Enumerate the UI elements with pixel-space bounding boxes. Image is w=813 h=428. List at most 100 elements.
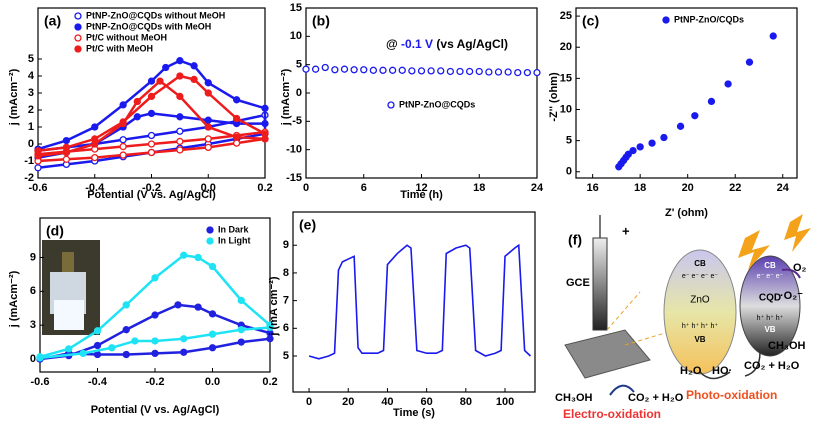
- panel-label: (f): [568, 232, 582, 248]
- y-axis-label: j (mAcm⁻²): [8, 68, 20, 126]
- data-point: [340, 65, 349, 73]
- data-point: [208, 262, 217, 271]
- panel-label: (b): [312, 13, 330, 29]
- data-point: [122, 326, 130, 334]
- electrons: e⁻ e⁻ e⁻: [757, 273, 784, 280]
- inset-photo: [42, 240, 100, 335]
- y-tick-label: 5: [283, 350, 289, 362]
- y-tick-label: 9: [283, 239, 289, 251]
- data-point: [133, 97, 141, 106]
- legend-label: Pt/C with MeOH: [86, 43, 153, 53]
- x-tick-label: 12: [415, 182, 427, 194]
- data-point: [162, 63, 170, 72]
- y-tick-label: 0: [28, 138, 34, 150]
- y-tick-label: 0: [566, 166, 572, 178]
- data-point: [379, 66, 387, 74]
- x-tick-label: 0.2: [257, 182, 272, 194]
- y-tick-label: -15: [286, 172, 302, 184]
- data-point: [204, 143, 212, 152]
- legend-marker: [74, 34, 82, 42]
- data-point: [147, 140, 156, 148]
- data-point: [388, 66, 397, 74]
- process-label: Electro-oxidation: [563, 407, 661, 421]
- x-tick-label: 22: [729, 182, 741, 194]
- legend-marker: [387, 101, 395, 109]
- data-point: [208, 330, 217, 338]
- superoxide: ·O₂⁻: [780, 290, 803, 302]
- data-point: [93, 350, 102, 359]
- diagram-text: (f) GCE + CH₃OH CO₂ + H₂O Electro-oxidat…: [555, 223, 807, 421]
- data-point: [446, 67, 455, 76]
- data-point: [514, 68, 522, 77]
- legend-label: In Dark: [218, 224, 250, 234]
- data-point: [36, 354, 44, 362]
- data-point: [232, 96, 241, 104]
- data-point: [91, 153, 99, 162]
- data-point: [237, 338, 245, 346]
- data-point: [204, 89, 212, 97]
- x-tick-label: -0.2: [142, 182, 161, 194]
- data-point: [261, 135, 269, 143]
- material: CQD: [759, 293, 781, 304]
- data-point: [151, 337, 159, 345]
- y-tick-label: 5: [296, 59, 302, 71]
- x-tick-label: 18: [473, 182, 485, 194]
- data-point: [261, 119, 269, 128]
- y-tick-label: 3: [28, 87, 34, 99]
- data-point: [131, 337, 139, 345]
- y-tick-label: 8: [283, 267, 289, 279]
- x-tick-label: 80: [460, 396, 472, 408]
- x-tick-label: 20: [682, 182, 694, 194]
- data-point: [79, 349, 87, 358]
- x-tick-label: 60: [421, 396, 433, 408]
- data-point: [208, 310, 217, 318]
- x-tick-label: -0.2: [146, 376, 165, 388]
- data-point: [147, 92, 156, 101]
- data-point: [360, 66, 368, 74]
- legend-label: PtNP-ZnO@CQDs without MeOH: [86, 10, 225, 20]
- y-axis-label: -Z'' (ohm): [548, 72, 560, 122]
- data-point: [176, 146, 184, 154]
- x-tick-label: 40: [381, 396, 393, 408]
- legend-marker: [74, 23, 82, 31]
- band-label: VB: [694, 335, 705, 344]
- x-tick-label: 24: [777, 182, 790, 194]
- y-tick-label: 7: [283, 295, 289, 307]
- data-point: [232, 114, 241, 123]
- data-point: [745, 58, 754, 66]
- legend-label: PtNP-ZnO/CQDs: [674, 14, 744, 24]
- data-point: [176, 57, 184, 65]
- y-axis-label: j (mAcm⁻²): [280, 68, 292, 126]
- data-point: [176, 72, 184, 80]
- x-axis-label: Z' (ohm): [665, 207, 708, 219]
- x-tick-label: -0.4: [85, 182, 105, 194]
- data-point: [494, 68, 503, 76]
- data-point: [232, 139, 241, 147]
- polarity: +: [622, 223, 630, 238]
- x-axis-label: Potential (V vs. Ag/AgCl): [87, 189, 216, 201]
- data-point: [261, 104, 269, 112]
- x-axis-label: Time (s): [393, 407, 435, 419]
- data-point: [204, 123, 212, 131]
- panel-label: (a): [44, 13, 61, 29]
- electrons: e⁻ e⁻ e⁻ e⁻: [682, 273, 718, 280]
- panel-label: (d): [46, 223, 64, 239]
- legend-label: Pt/C without MeOH: [86, 32, 167, 42]
- band-label: VB: [764, 325, 775, 334]
- data-point: [691, 112, 699, 120]
- data-point: [119, 119, 127, 128]
- data-point: [456, 67, 464, 76]
- plot-frame: [575, 7, 798, 179]
- data-point: [151, 311, 159, 319]
- y-tick-label: -10: [286, 144, 302, 156]
- y-tick-label: -1: [24, 155, 34, 167]
- data-point: [331, 66, 339, 74]
- data-point: [176, 127, 184, 135]
- oxygen: O₂: [793, 262, 807, 274]
- data-point: [676, 122, 685, 130]
- y-tick-label: 5: [28, 53, 34, 65]
- y-tick-label: 4: [28, 70, 35, 82]
- data-point: [624, 150, 632, 158]
- product: CO₂ + H₂O: [628, 392, 684, 404]
- data-point: [62, 155, 71, 163]
